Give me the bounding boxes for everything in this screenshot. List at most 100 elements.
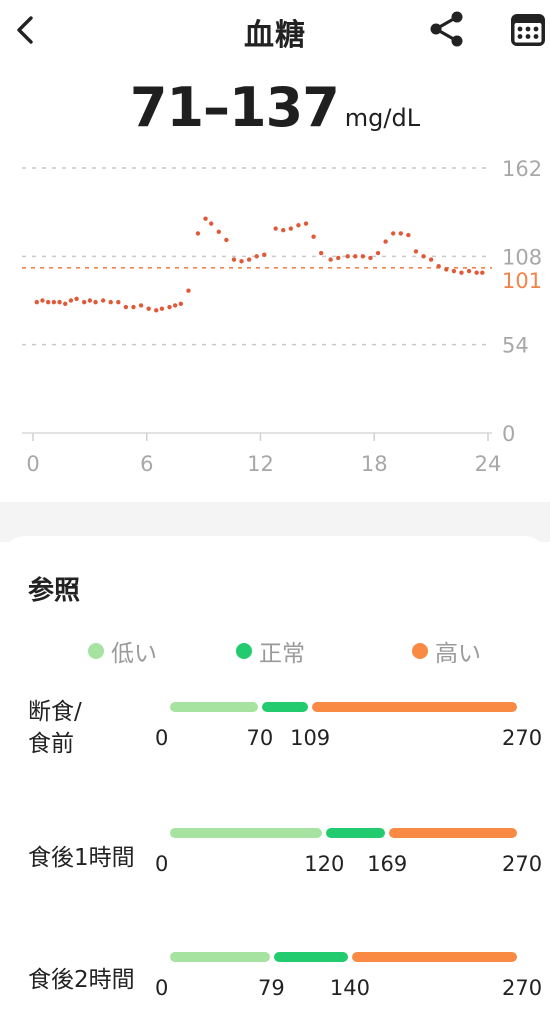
data-point bbox=[172, 303, 178, 308]
glucose-chart: 0 54 108 162 101 0 6 12 18 24 bbox=[22, 157, 542, 476]
data-point bbox=[63, 301, 68, 306]
data-point bbox=[51, 299, 57, 305]
range-bar-1h-high bbox=[389, 828, 517, 838]
range-bar-fasting-low bbox=[170, 702, 258, 712]
range-bar-1h-low bbox=[170, 828, 323, 838]
range-unit: mg/dL bbox=[344, 104, 421, 132]
data-point bbox=[311, 234, 316, 239]
range-tick-2h: 0 bbox=[155, 976, 169, 1000]
data-point bbox=[254, 254, 259, 259]
range-tick-fasting: 109 bbox=[290, 726, 331, 750]
reference-title: 参照 bbox=[28, 576, 81, 606]
data-point bbox=[159, 306, 165, 311]
data-point bbox=[246, 257, 252, 262]
data-point bbox=[74, 296, 79, 302]
y-tick-label: 108 bbox=[502, 245, 542, 269]
data-point bbox=[303, 221, 309, 226]
reference-line-label: 101 bbox=[502, 269, 542, 293]
data-point bbox=[273, 226, 278, 231]
x-tick-label: 6 bbox=[140, 452, 153, 476]
data-point bbox=[195, 231, 201, 236]
x-tick-label: 24 bbox=[475, 452, 502, 476]
page-title: 血糖 bbox=[244, 18, 306, 53]
glucose-range: 71–137 mg/dL bbox=[0, 76, 550, 139]
section-divider bbox=[0, 502, 550, 542]
range-bar-2h-low bbox=[170, 952, 270, 962]
row-label-fasting-line1: 断食/ bbox=[28, 699, 82, 725]
data-point bbox=[239, 259, 244, 264]
data-point bbox=[398, 231, 403, 236]
data-point bbox=[480, 270, 485, 275]
data-point bbox=[45, 299, 51, 305]
reference-card: 参照 低い 正常 高い 断食/ 食前 食後1時間 食後2時間 0 70 109 270… bbox=[0, 536, 550, 1024]
data-point bbox=[167, 304, 172, 310]
legend-item-high: 高い bbox=[412, 636, 481, 667]
data-point bbox=[296, 223, 301, 228]
y-tick-label: 54 bbox=[502, 334, 529, 358]
data-point bbox=[34, 299, 39, 305]
range-tick-fasting: 70 bbox=[246, 726, 274, 750]
data-point bbox=[57, 299, 62, 305]
range-tick-1h: 270 bbox=[502, 852, 543, 876]
range-tick-2h: 79 bbox=[258, 976, 285, 1000]
data-point bbox=[81, 299, 87, 305]
data-point bbox=[383, 239, 388, 244]
data-point bbox=[262, 252, 267, 257]
data-point bbox=[336, 255, 341, 261]
data-point bbox=[406, 232, 411, 238]
data-point bbox=[108, 299, 113, 305]
legend-dot-high bbox=[412, 643, 428, 659]
row-label-fasting: 断食/ 食前 bbox=[28, 696, 82, 760]
data-point bbox=[318, 250, 324, 256]
header: 血糖 bbox=[0, 0, 550, 60]
range-value: 71–137 bbox=[129, 76, 340, 139]
data-point bbox=[131, 304, 136, 310]
data-point bbox=[87, 298, 93, 303]
data-point bbox=[178, 301, 184, 306]
row-label-2h-line1: 食後2時間 bbox=[28, 967, 135, 993]
range-tick-fasting: 270 bbox=[502, 726, 543, 750]
calendar-icon bbox=[511, 14, 545, 46]
data-point bbox=[116, 299, 121, 305]
data-point bbox=[421, 254, 426, 259]
data-point bbox=[444, 267, 449, 272]
chevron-left-icon bbox=[17, 16, 33, 44]
data-point bbox=[368, 255, 373, 261]
legend-item-normal: 正常 bbox=[236, 636, 305, 667]
row-label-fasting-line2: 食前 bbox=[28, 731, 74, 757]
data-point bbox=[451, 268, 457, 274]
data-point bbox=[203, 216, 208, 221]
legend-item-low: 低い bbox=[88, 636, 157, 667]
data-point bbox=[100, 298, 106, 303]
legend-label-low: 低い bbox=[111, 641, 157, 667]
y-tick-label: 0 bbox=[502, 422, 515, 446]
data-point bbox=[428, 257, 434, 262]
data-point bbox=[209, 221, 214, 226]
data-point bbox=[93, 299, 98, 305]
legend-dot-normal bbox=[236, 643, 252, 659]
range-bar-1h-normal bbox=[326, 828, 386, 838]
range-tick-2h: 270 bbox=[502, 976, 543, 1000]
back-button[interactable] bbox=[6, 8, 46, 52]
data-point bbox=[345, 254, 350, 259]
range-tick-1h: 169 bbox=[367, 852, 408, 876]
data-point bbox=[288, 226, 294, 231]
data-point bbox=[391, 231, 396, 236]
share-button[interactable] bbox=[424, 6, 470, 52]
data-point bbox=[40, 298, 45, 303]
data-point bbox=[466, 268, 472, 274]
data-point bbox=[123, 304, 129, 310]
calendar-button[interactable] bbox=[506, 8, 550, 52]
range-tick-1h: 0 bbox=[155, 852, 169, 876]
y-tick-label: 162 bbox=[502, 157, 542, 181]
x-tick-label: 12 bbox=[247, 452, 274, 476]
range-tick-1h: 120 bbox=[304, 852, 345, 876]
range-tick-2h: 140 bbox=[329, 976, 371, 1000]
data-point bbox=[224, 237, 229, 243]
data-point bbox=[154, 308, 159, 313]
data-point bbox=[360, 254, 366, 259]
data-point bbox=[459, 270, 464, 275]
x-tick-label: 18 bbox=[361, 452, 388, 476]
data-point bbox=[216, 229, 221, 234]
range-bar-fasting-high bbox=[312, 702, 517, 712]
